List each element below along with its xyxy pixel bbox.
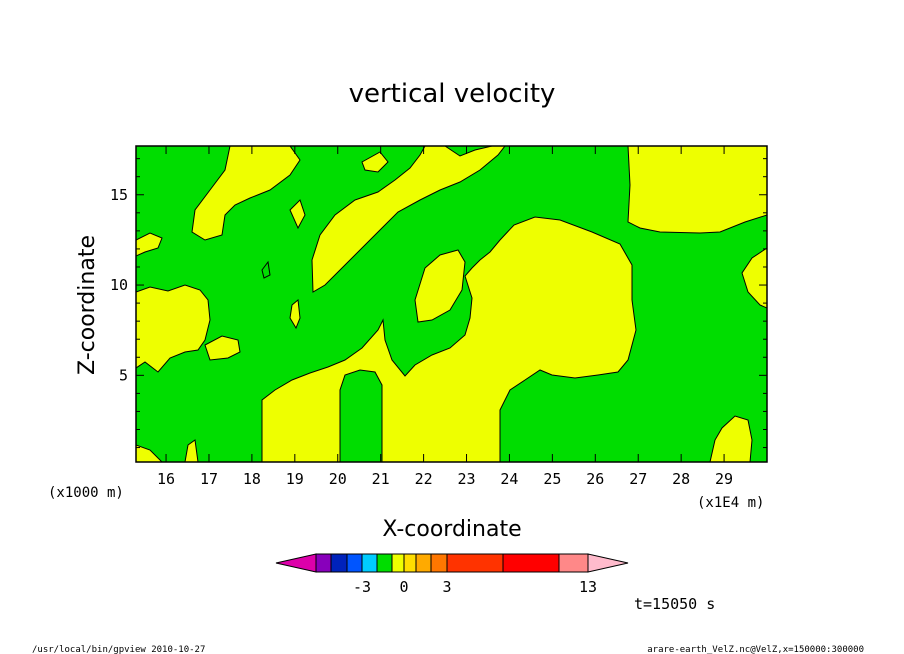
colorbar-tick-label: 3 <box>442 578 451 596</box>
y-axis: 5 10 15 <box>110 158 767 449</box>
field-region <box>311 146 506 293</box>
x-tick-label: 24 <box>500 470 518 488</box>
x-axis: 16 17 18 19 20 21 22 23 24 25 26 27 28 29 <box>157 146 733 488</box>
x-tick-label: 19 <box>286 470 304 488</box>
colorbar-segment <box>415 553 432 573</box>
colorbar-segment <box>361 553 378 573</box>
field-region <box>136 444 163 462</box>
x-axis-unit: (x1E4 m) <box>697 495 764 511</box>
y-tick-label: 15 <box>110 186 128 204</box>
x-tick-label: 23 <box>457 470 475 488</box>
colorbar-segment <box>376 553 393 573</box>
negative-velocity-regions <box>261 260 383 462</box>
footer-right: arare-earth_VelZ.nc@VelZ,x=150000:300000 <box>647 645 864 654</box>
field-region <box>136 284 211 373</box>
footer-left: /usr/local/bin/gpview 2010-10-27 <box>32 645 205 654</box>
field-region <box>204 335 241 361</box>
plot-area <box>136 146 767 462</box>
x-tick-label: 22 <box>415 470 433 488</box>
colorbar-tick-label: 0 <box>399 578 408 596</box>
chart-title: vertical velocity <box>349 79 556 109</box>
field-region <box>289 199 306 230</box>
colorbar-segment <box>430 553 448 573</box>
time-label: t=15050 s <box>634 595 715 613</box>
field-region <box>136 232 163 257</box>
colorbar-tick-label: 13 <box>579 578 597 596</box>
x-tick-label: 21 <box>372 470 390 488</box>
colorbar-segment <box>315 553 332 573</box>
x-tick-label: 26 <box>586 470 604 488</box>
colorbar-segment <box>346 553 363 573</box>
field-region <box>709 415 753 462</box>
x-axis-title: X-coordinate <box>382 517 521 542</box>
x-tick-label: 20 <box>329 470 347 488</box>
colorbar-tick-label: -3 <box>353 578 371 596</box>
x-tick-label: 16 <box>157 470 175 488</box>
colorbar-segment <box>558 553 589 573</box>
field-region <box>184 439 199 462</box>
y-axis-title: Z-coordinate <box>75 235 100 375</box>
colorbar: -3 0 3 13 <box>275 553 629 596</box>
x-tick-label: 27 <box>629 470 647 488</box>
colorbar-segment <box>403 553 417 573</box>
colorbar-arrow-high <box>587 553 629 573</box>
colorbar-segment <box>502 553 560 573</box>
field-region <box>361 151 389 173</box>
plot-frame <box>135 145 768 463</box>
y-tick-label: 10 <box>110 276 128 294</box>
field-region <box>289 299 301 330</box>
colorbar-segment <box>391 553 405 573</box>
colorbar-segment <box>330 553 348 573</box>
x-tick-label: 17 <box>200 470 218 488</box>
field-region <box>191 146 301 241</box>
y-tick-label: 5 <box>119 366 128 384</box>
field-region <box>339 369 383 462</box>
y-axis-unit: (x1000 m) <box>48 485 124 501</box>
x-tick-label: 18 <box>243 470 261 488</box>
colorbar-segment <box>446 553 504 573</box>
x-tick-label: 25 <box>543 470 561 488</box>
field-region <box>741 247 767 309</box>
field-region <box>627 146 767 234</box>
x-tick-label: 28 <box>672 470 690 488</box>
field-region <box>261 260 271 279</box>
x-tick-label: 29 <box>715 470 733 488</box>
colorbar-arrow-low <box>275 553 317 573</box>
field-region <box>414 249 466 323</box>
